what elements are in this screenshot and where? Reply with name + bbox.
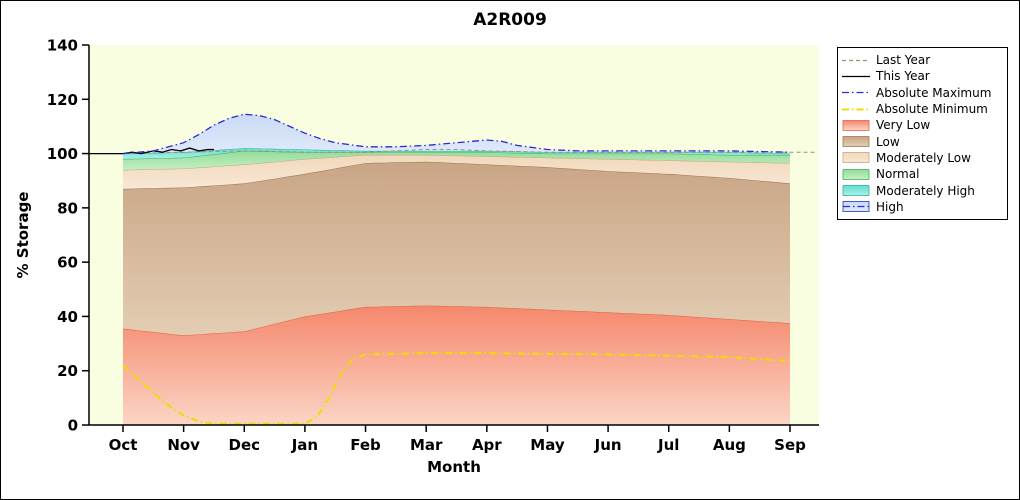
legend-sample-icon	[842, 136, 870, 148]
y-tick-label: 100	[47, 145, 78, 163]
line-absolute-minimum	[122, 352, 791, 425]
legend-item: High	[841, 199, 1005, 215]
x-tick-label: Jun	[594, 436, 622, 454]
legend-label: This Year	[876, 69, 930, 84]
legend-label: Absolute Minimum	[876, 102, 988, 117]
band-low	[123, 161, 790, 336]
x-tick-label: May	[530, 436, 565, 454]
y-tick-label: 0	[68, 417, 78, 435]
band-normal	[123, 150, 790, 170]
y-tick-label: 80	[57, 199, 78, 217]
x-tick-label: Dec	[229, 436, 261, 454]
legend: Last Year This Year Absolute Maximum Absolu…	[837, 47, 1008, 220]
x-tick-label: Sep	[774, 436, 806, 454]
legend-item: Moderately High	[841, 182, 1005, 198]
x-tick-label: Nov	[167, 436, 200, 454]
y-tick-label: 20	[57, 362, 78, 380]
legend-sample-icon	[842, 59, 870, 61]
legend-sample-icon	[842, 92, 870, 94]
legend-item: Normal	[841, 166, 1005, 182]
legend-label: Absolute Maximum	[876, 85, 992, 100]
x-tick-label: Jan	[291, 436, 318, 454]
legend-sample-icon	[842, 75, 870, 78]
x-tick-label: Mar	[410, 436, 443, 454]
legend-sample-icon	[842, 201, 870, 213]
y-tick-label: 120	[47, 91, 78, 109]
legend-item: Very Low	[841, 117, 1005, 133]
x-tick-label: Apr	[472, 436, 502, 454]
y-tick-label: 40	[57, 308, 78, 326]
x-axis-label: Month	[427, 458, 481, 476]
y-axis-label: % Storage	[14, 191, 32, 279]
x-tick-label: Aug	[713, 436, 746, 454]
legend-label: High	[876, 199, 904, 214]
band-high	[123, 114, 790, 154]
y-tick-label: 140	[47, 37, 78, 55]
band-moderately-high	[123, 148, 790, 159]
legend-label: Very Low	[876, 118, 931, 133]
legend-label: Low	[876, 134, 900, 149]
legend-item: Last Year	[841, 52, 1005, 68]
legend-label: Moderately Low	[876, 150, 971, 165]
x-tick-label: Oct	[109, 436, 138, 454]
axes: 0 20 40 60 80 100 120 140 Oct Nov Dec Jan Feb Mar Apr M…	[47, 37, 819, 454]
band-very-low	[123, 305, 790, 425]
legend-item: This Year	[841, 68, 1005, 84]
legend-label: Moderately High	[876, 183, 975, 198]
y-tick-label: 60	[57, 254, 78, 272]
line-last-year	[89, 149, 818, 155]
legend-sample-icon	[842, 185, 870, 196]
legend-item: Absolute Maximum	[841, 85, 1005, 101]
line-absolute-maximum	[122, 113, 791, 155]
series-lines	[89, 113, 818, 425]
legend-label: Last Year	[876, 53, 931, 68]
legend-sample-icon	[842, 152, 870, 164]
legend-item: Moderately Low	[841, 150, 1005, 166]
band-moderately-low	[123, 154, 790, 189]
legend-sample-icon	[842, 168, 870, 180]
legend-sample-icon	[842, 108, 870, 111]
storage-bands	[122, 114, 791, 425]
legend-item: Low	[841, 133, 1005, 149]
x-tick-label: Jul	[657, 436, 679, 454]
legend-item: Absolute Minimum	[841, 101, 1005, 117]
chart-title: A2R009	[473, 10, 547, 30]
legend-label: Normal	[876, 167, 920, 182]
x-tick-label: Feb	[350, 436, 381, 454]
legend-sample-icon	[842, 119, 870, 131]
